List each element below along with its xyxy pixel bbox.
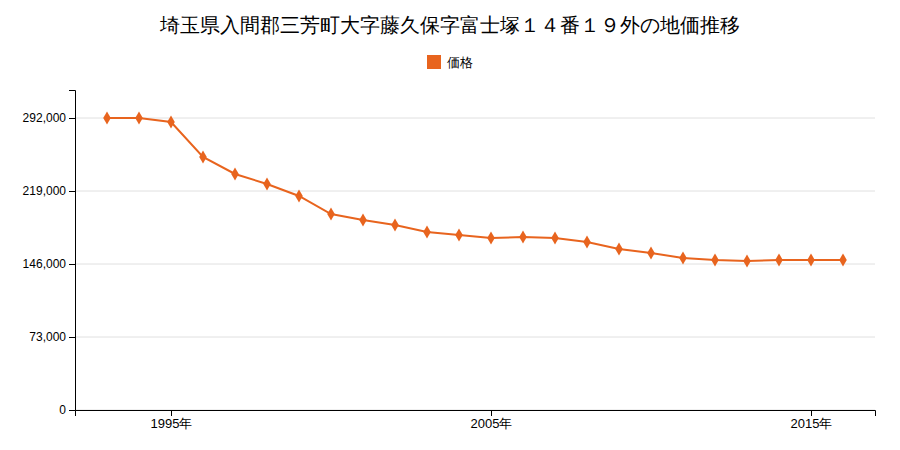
x-axis: 1995年 2005年 2015年 bbox=[76, 410, 876, 431]
chart: 埼玉県入間郡三芳町大字藤久保字富士塚１４番１９外の地価推移 1995年 2005年 2… bbox=[0, 0, 900, 450]
marker bbox=[263, 177, 271, 190]
tick-label: 1995年 bbox=[151, 416, 193, 431]
marker bbox=[423, 225, 431, 238]
tick-label: 2015年 bbox=[791, 416, 833, 431]
marker bbox=[103, 111, 111, 124]
plot-area: 1995年 2005年 2015年 0 73,000 146,000 219,000 292,… bbox=[23, 91, 876, 432]
tick-label: 2005年 bbox=[471, 416, 513, 431]
marker bbox=[391, 218, 399, 231]
legend-item: 価格 bbox=[427, 55, 473, 70]
y-tick: 146,000 bbox=[23, 257, 75, 271]
tick-label: 0 bbox=[59, 403, 66, 417]
marker bbox=[327, 207, 335, 220]
y-tick: 0 bbox=[59, 403, 75, 417]
axis-line bbox=[69, 91, 76, 411]
x-tick: 2005年 bbox=[471, 410, 513, 431]
y-tick: 73,000 bbox=[29, 330, 75, 344]
marker bbox=[487, 231, 495, 244]
tick-mark bbox=[69, 118, 75, 119]
marker bbox=[679, 251, 687, 264]
grid-line bbox=[75, 118, 875, 119]
tick-label: 219,000 bbox=[23, 184, 67, 198]
axis-line bbox=[76, 411, 876, 417]
x-tick: 2015年 bbox=[791, 410, 833, 431]
marker bbox=[647, 246, 655, 259]
grid-line bbox=[75, 337, 875, 338]
x-tick: 1995年 bbox=[151, 410, 193, 431]
grid bbox=[75, 118, 875, 410]
legend-label: 価格 bbox=[447, 55, 473, 70]
y-axis: 0 73,000 146,000 219,000 292,000 bbox=[23, 91, 76, 418]
marker bbox=[743, 254, 751, 267]
legend: 価格 bbox=[427, 55, 473, 70]
marker bbox=[455, 228, 463, 241]
marker bbox=[519, 230, 527, 243]
marker bbox=[615, 242, 623, 255]
tick-mark bbox=[69, 191, 75, 192]
marker bbox=[199, 150, 207, 163]
y-tick: 219,000 bbox=[23, 184, 75, 198]
tick-mark bbox=[69, 264, 75, 265]
tick-mark bbox=[811, 410, 812, 416]
marker bbox=[231, 167, 239, 180]
tick-label: 146,000 bbox=[23, 257, 67, 271]
marker bbox=[359, 213, 367, 226]
line bbox=[107, 118, 843, 261]
marker bbox=[551, 231, 559, 244]
tick-mark bbox=[69, 410, 75, 411]
marker bbox=[807, 253, 815, 266]
marker bbox=[775, 253, 783, 266]
marker bbox=[839, 253, 847, 266]
marker bbox=[711, 253, 719, 266]
marker bbox=[167, 115, 175, 128]
title: 埼玉県入間郡三芳町大字藤久保字富士塚１４番１９外の地価推移 bbox=[159, 13, 740, 37]
tick-mark bbox=[171, 410, 172, 416]
marker bbox=[583, 235, 591, 248]
y-tick: 292,000 bbox=[23, 111, 75, 125]
tick-label: 73,000 bbox=[29, 330, 66, 344]
legend-swatch bbox=[427, 55, 441, 69]
grid-line bbox=[75, 264, 875, 265]
tick-mark bbox=[69, 337, 75, 338]
tick-mark bbox=[491, 410, 492, 416]
marker bbox=[295, 189, 303, 202]
data bbox=[103, 111, 847, 267]
marker bbox=[135, 111, 143, 124]
tick-label: 292,000 bbox=[23, 111, 67, 125]
grid-line bbox=[75, 191, 875, 192]
